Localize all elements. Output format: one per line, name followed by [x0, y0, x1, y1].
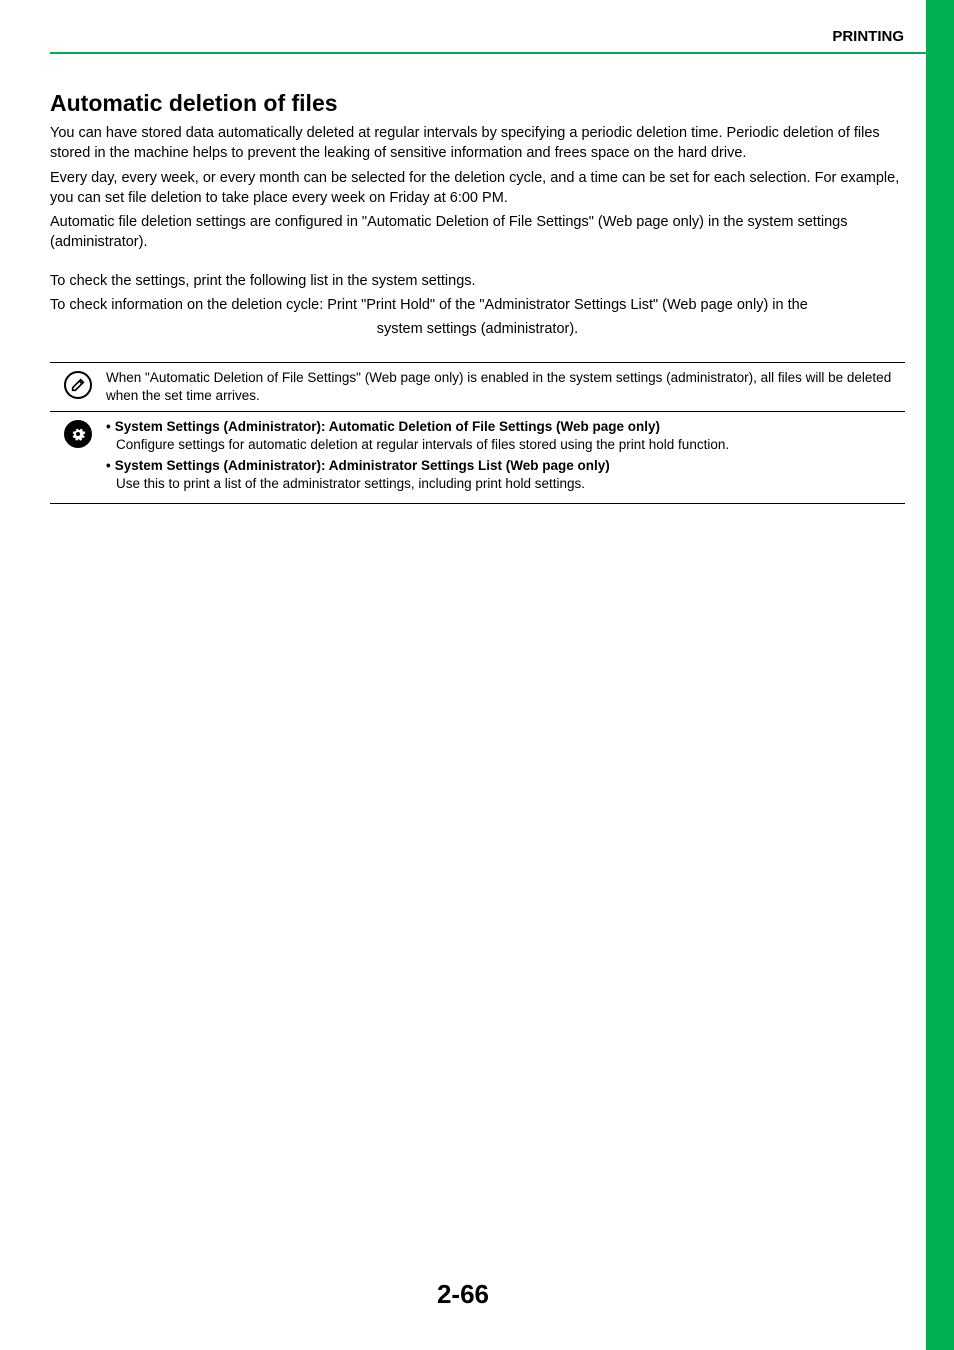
header-divider: [50, 52, 926, 54]
settings-item-2: • System Settings (Administrator): Admin…: [106, 457, 729, 493]
note-text: When "Automatic Deletion of File Setting…: [106, 369, 905, 405]
settings-list: • System Settings (Administrator): Autom…: [106, 418, 729, 495]
settings-item-1: • System Settings (Administrator): Autom…: [106, 418, 729, 454]
page-number: 2-66: [0, 1279, 926, 1310]
check-settings-block: To check the settings, print the followi…: [50, 271, 905, 340]
settings-item-2-title: System Settings (Administrator): Adminis…: [115, 457, 610, 475]
bullet-2: •: [106, 457, 111, 475]
check-line-2a: To check information on the deletion cyc…: [50, 295, 905, 315]
settings-item-2-desc: Use this to print a list of the administ…: [116, 475, 729, 493]
paragraph-2: Every day, every week, or every month ca…: [50, 168, 905, 209]
note-box: When "Automatic Deletion of File Setting…: [50, 362, 905, 412]
section-title: Automatic deletion of files: [50, 90, 905, 117]
gear-icon: [64, 420, 92, 448]
settings-item-1-desc: Configure settings for automatic deletio…: [116, 436, 729, 454]
settings-item-1-title: System Settings (Administrator): Automat…: [115, 418, 660, 436]
settings-box: • System Settings (Administrator): Autom…: [50, 412, 905, 504]
paragraph-1: You can have stored data automatically d…: [50, 123, 905, 164]
paragraph-3: Automatic file deletion settings are con…: [50, 212, 905, 253]
check-line-1: To check the settings, print the followi…: [50, 271, 905, 291]
bullet-1: •: [106, 418, 111, 436]
side-accent-bar: [926, 0, 954, 1350]
page-content: Automatic deletion of files You can have…: [50, 90, 905, 504]
header-section-label: PRINTING: [832, 28, 904, 45]
check-line-2b: system settings (administrator).: [50, 319, 905, 339]
pencil-icon: [64, 371, 92, 399]
